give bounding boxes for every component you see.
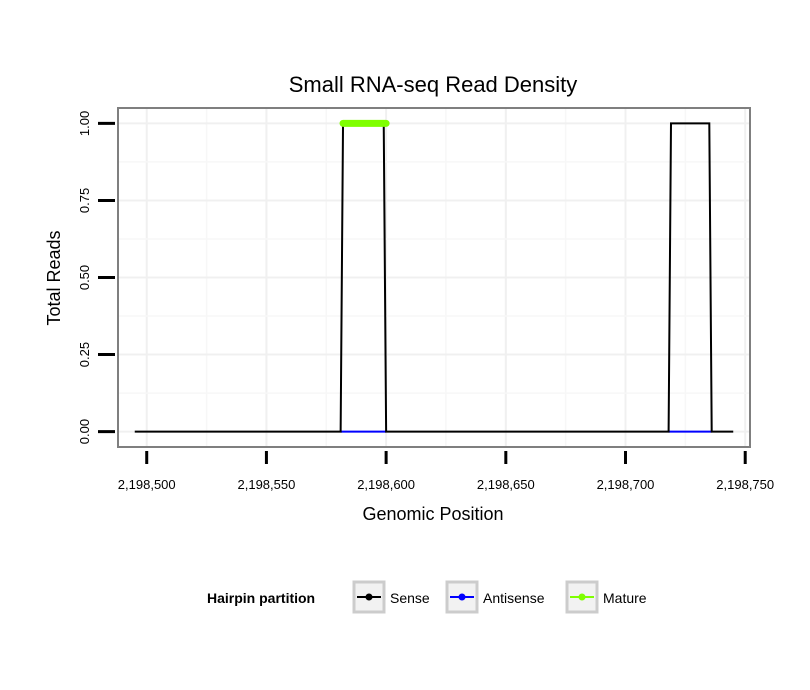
x-axis-title: Genomic Position xyxy=(362,504,503,524)
legend-title: Hairpin partition xyxy=(207,590,315,606)
x-tick-label: 2,198,550 xyxy=(238,477,296,492)
x-tick-label: 2,198,700 xyxy=(597,477,655,492)
sense-series-line xyxy=(134,122,734,433)
y-tick-label: 0.75 xyxy=(77,188,92,213)
legend-item-mature: Mature xyxy=(565,580,647,614)
y-axis-title: Total Reads xyxy=(44,230,64,325)
legend-item-sense: Sense xyxy=(352,580,430,614)
x-tick-label: 2,198,750 xyxy=(716,477,774,492)
legend: Hairpin partition Sense Antisense Mature xyxy=(207,580,647,614)
legend-label: Mature xyxy=(603,590,647,606)
y-tick-label: 0.50 xyxy=(77,265,92,290)
y-axis: 0.00 0.25 0.50 0.75 1.00 xyxy=(77,111,115,444)
y-tick-label: 0.00 xyxy=(77,419,92,444)
legend-label: Antisense xyxy=(483,590,545,606)
y-tick-label: 1.00 xyxy=(77,111,92,136)
x-tick-label: 2,198,600 xyxy=(357,477,415,492)
x-tick-label: 2,198,500 xyxy=(118,477,176,492)
series-layer xyxy=(134,119,734,433)
x-axis: 2,198,500 2,198,550 2,198,600 2,198,650 2,19… xyxy=(118,451,774,492)
legend-key-dot xyxy=(458,593,466,601)
y-tick-label: 0.25 xyxy=(77,342,92,367)
legend-item-antisense: Antisense xyxy=(445,580,545,614)
chart-title: Small RNA-seq Read Density xyxy=(289,72,578,97)
legend-label: Sense xyxy=(390,590,430,606)
x-tick-label: 2,198,650 xyxy=(477,477,535,492)
legend-key-dot xyxy=(578,593,586,601)
grid xyxy=(118,108,750,447)
legend-key-dot xyxy=(365,593,373,601)
plot-panel xyxy=(117,107,751,448)
